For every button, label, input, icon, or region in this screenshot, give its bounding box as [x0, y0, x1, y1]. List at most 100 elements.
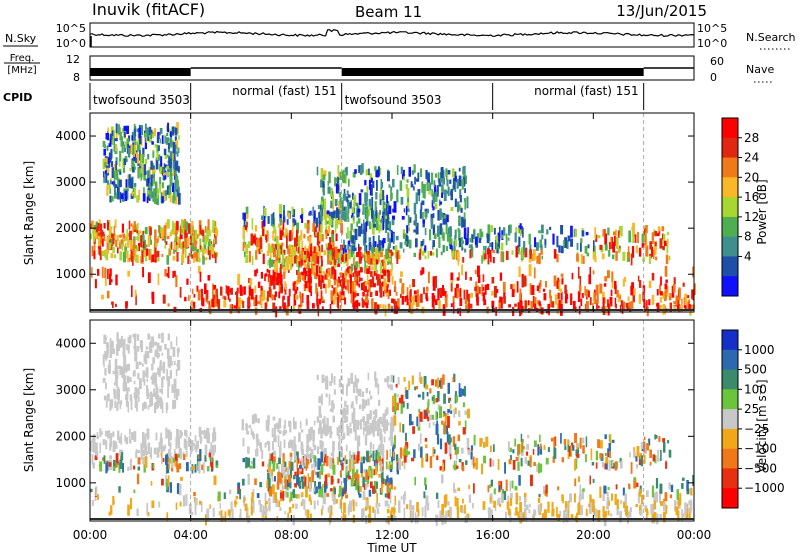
power-cell: [353, 203, 356, 207]
velocity-cell: [201, 464, 204, 470]
velocity-cell: [442, 374, 445, 385]
power-cell: [426, 182, 429, 191]
power-cell: [92, 220, 95, 231]
power-cell: [229, 288, 232, 293]
velocity-cell: [607, 487, 610, 491]
power-cell: [388, 252, 391, 257]
power-cell: [612, 241, 616, 253]
velocity-cell: [111, 340, 114, 350]
power-cell: [519, 251, 521, 255]
power-cell: [614, 280, 617, 290]
power-cell: [397, 305, 400, 310]
velocity-cell: [571, 442, 574, 447]
power-cell: [138, 242, 140, 252]
power-cell: [133, 128, 136, 141]
power-cell: [295, 294, 298, 300]
velocity-cell: [251, 492, 254, 503]
velocity-cell: [147, 392, 150, 398]
power-cell: [463, 212, 466, 220]
power-cell: [464, 299, 468, 304]
power-cell: [438, 199, 441, 206]
velocity-cell: [177, 436, 180, 440]
power-cell: [620, 300, 624, 307]
power-cell: [529, 248, 532, 259]
power-cell: [381, 190, 385, 200]
power-cell: [622, 278, 625, 287]
power-cell: [301, 271, 304, 276]
velocity-cell: [245, 457, 248, 469]
power-cell: [365, 293, 368, 303]
power-cell: [102, 231, 105, 237]
velocity-cell: [158, 441, 161, 453]
power-cell: [328, 216, 331, 226]
power-cell: [108, 183, 111, 190]
velocity-cell: [456, 498, 459, 510]
velocity-cell: [295, 503, 298, 509]
power-cell: [379, 168, 382, 175]
power-cell: [138, 189, 140, 201]
power-cell: [115, 274, 118, 286]
velocity-cell: [591, 499, 595, 503]
velocity-cell: [357, 388, 360, 397]
velocity-cell: [378, 503, 381, 507]
power-cell: [239, 286, 243, 296]
velocity-cell: [529, 457, 532, 468]
velocity-cell: [447, 510, 450, 517]
velocity-cell: [318, 405, 322, 418]
power-cell: [343, 239, 345, 249]
power-cell: [355, 271, 359, 282]
power-cell: [641, 243, 645, 248]
velocity-cell: [638, 456, 642, 466]
velocity-cell: [318, 481, 321, 489]
power-cell: [150, 132, 152, 139]
power-cell: [191, 254, 193, 259]
nsearch-tick-bottom: 10^0: [697, 37, 727, 50]
power-cell: [478, 287, 481, 294]
power-cell: [297, 247, 300, 254]
power-cell: [338, 200, 341, 212]
power-cell: [137, 166, 140, 179]
velocity-cell: [130, 497, 132, 510]
power-cell: [107, 167, 110, 174]
velocity-cell: [321, 440, 324, 451]
velocity-cell: [343, 407, 347, 419]
power-cell: [441, 212, 443, 218]
velocity-cell: [187, 436, 191, 447]
velocity-cell: [511, 480, 514, 489]
power-cell: [495, 235, 499, 244]
power-cell: [354, 169, 357, 174]
velocity-cell: [357, 482, 360, 493]
power-cell: [152, 171, 154, 175]
power-cell: [604, 229, 606, 239]
power-cell: [369, 279, 373, 288]
power-cell: [576, 242, 579, 251]
power-cell: [133, 236, 136, 248]
velocity-cell: [668, 482, 671, 490]
power-cell: [154, 235, 156, 246]
velocity-cell: [365, 388, 368, 394]
power-cell: [138, 127, 141, 138]
beam-title: Beam 11: [355, 3, 422, 21]
power-cell: [166, 255, 170, 265]
power-cell: [121, 141, 124, 153]
power-cell: [297, 235, 301, 248]
velocity-cell: [177, 360, 181, 371]
velocity-cell: [390, 479, 393, 490]
velocity-cell: [169, 442, 172, 450]
power-cell: [570, 238, 573, 247]
velocity-cell: [107, 430, 111, 439]
velocity-cell: [276, 463, 279, 469]
power-cell: [444, 290, 447, 300]
cpid-segment-label: twofsound 3503: [345, 93, 442, 107]
power-cell: [633, 288, 636, 296]
power-cell: [320, 201, 323, 205]
power-cell: [651, 246, 654, 257]
velocity-cell: [371, 423, 375, 434]
power-cell: [382, 200, 385, 212]
power-cell: [184, 230, 187, 236]
velocity-cell: [629, 451, 631, 458]
power-cell: [335, 183, 339, 194]
velocity-cell: [537, 444, 540, 456]
power-cell: [360, 282, 364, 291]
velocity-cell: [646, 443, 649, 451]
